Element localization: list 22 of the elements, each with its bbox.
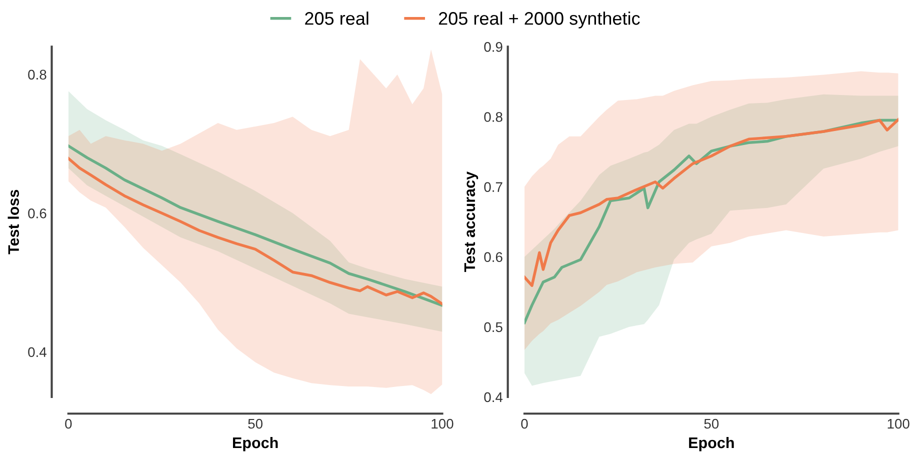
legend-label: 205 real (305, 12, 368, 25)
y-axis-title: Test accuracy (464, 172, 478, 272)
x-axis-title: Epoch (233, 436, 278, 452)
x-axis-title: Epoch (689, 436, 734, 452)
x-tick-label: 100 (432, 418, 454, 429)
x-tick-label: 0 (65, 418, 72, 429)
y-tick-label: 0.9 (484, 42, 502, 52)
y-tick-label: 0.7 (484, 182, 502, 192)
y-tick-label: 0.4 (28, 347, 46, 358)
y-tick-label: 0.6 (484, 252, 502, 262)
x-tick-label: 50 (704, 418, 719, 429)
x-tick-label: 0 (521, 418, 528, 429)
y-tick-label: 0.6 (28, 208, 46, 218)
y-tick-label: 0.4 (484, 392, 503, 402)
x-tick-label: 100 (888, 418, 910, 429)
y-tick-label: 0.8 (484, 112, 502, 122)
y-tick-label: 0.5 (484, 322, 502, 332)
legend-label: 205 real + 2000 synthetic (438, 12, 640, 28)
line-series (524, 118, 898, 287)
y-axis-title: Test loss (8, 190, 19, 254)
x-tick-label: 50 (248, 418, 262, 429)
y-tick-label: 0.8 (28, 70, 46, 80)
